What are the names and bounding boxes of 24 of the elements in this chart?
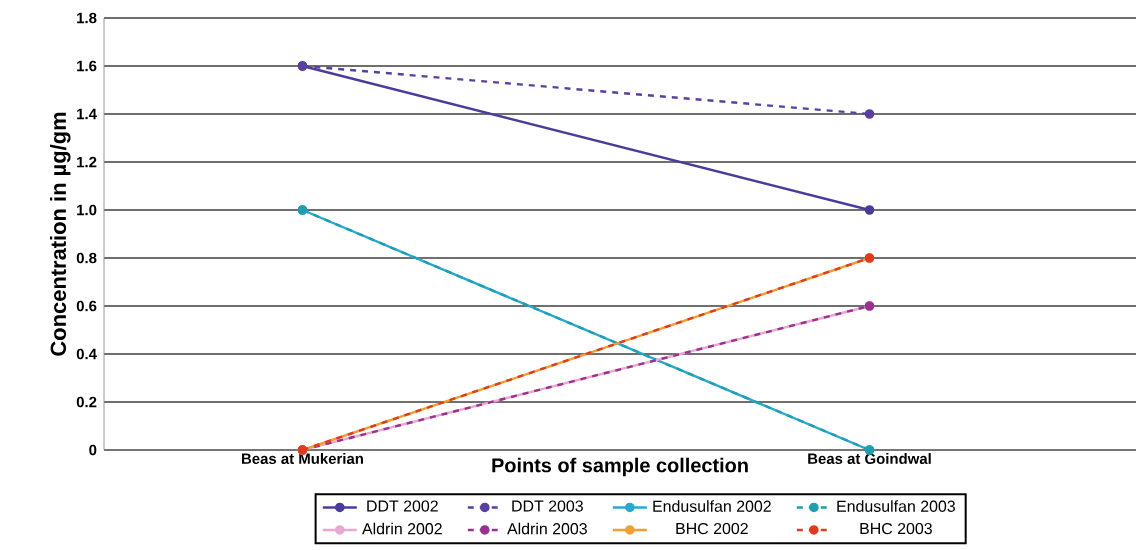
- y-tick-label: 1.0: [77, 204, 97, 216]
- legend-label: DDT 2002: [367, 500, 438, 512]
- x-axis-title: Points of sample collection: [492, 457, 748, 477]
- y-tick-label: 1.6: [77, 60, 97, 72]
- legend-label: Endusulfan 2003: [837, 500, 955, 512]
- legend-label: Aldrin 2002: [362, 522, 442, 535]
- y-tick-label: 0.2: [76, 396, 97, 408]
- y-tick-label: 0.4: [76, 348, 97, 360]
- x-tick-label: Beas at Goindwal: [808, 453, 931, 465]
- legend-label: BHC 2002: [676, 522, 748, 535]
- y-tick-label: 0: [89, 444, 97, 456]
- y-tick-label: 0.6: [76, 300, 97, 312]
- x-tick-label: Beas at Mukerian: [242, 453, 363, 465]
- point: [864, 109, 875, 119]
- point: [864, 205, 875, 215]
- y-tick-label: 1.4: [77, 108, 97, 120]
- legend-label: Aldrin 2003: [507, 522, 587, 535]
- legend-label: DDT 2003: [512, 500, 583, 512]
- y-axis-title: Concentration in µg/gm: [49, 112, 71, 356]
- legend-label: BHC 2003: [860, 522, 932, 535]
- y-tick-label: 1.8: [77, 12, 97, 24]
- y-tick-label: 0.8: [76, 252, 97, 264]
- legend-label: Endusulfan 2002: [653, 500, 771, 512]
- y-tick-label: 1.2: [77, 156, 97, 168]
